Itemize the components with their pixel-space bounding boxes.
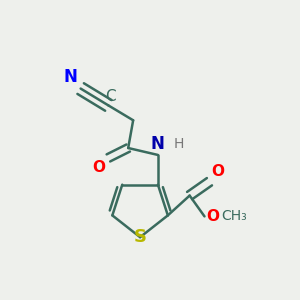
Text: O: O — [92, 160, 105, 175]
Text: C: C — [105, 89, 116, 104]
Text: S: S — [134, 228, 147, 246]
Text: N: N — [151, 135, 165, 153]
Text: O: O — [206, 209, 220, 224]
Text: N: N — [64, 68, 78, 85]
Text: CH₃: CH₃ — [221, 209, 247, 224]
Text: H: H — [174, 137, 184, 151]
Text: O: O — [212, 164, 224, 179]
